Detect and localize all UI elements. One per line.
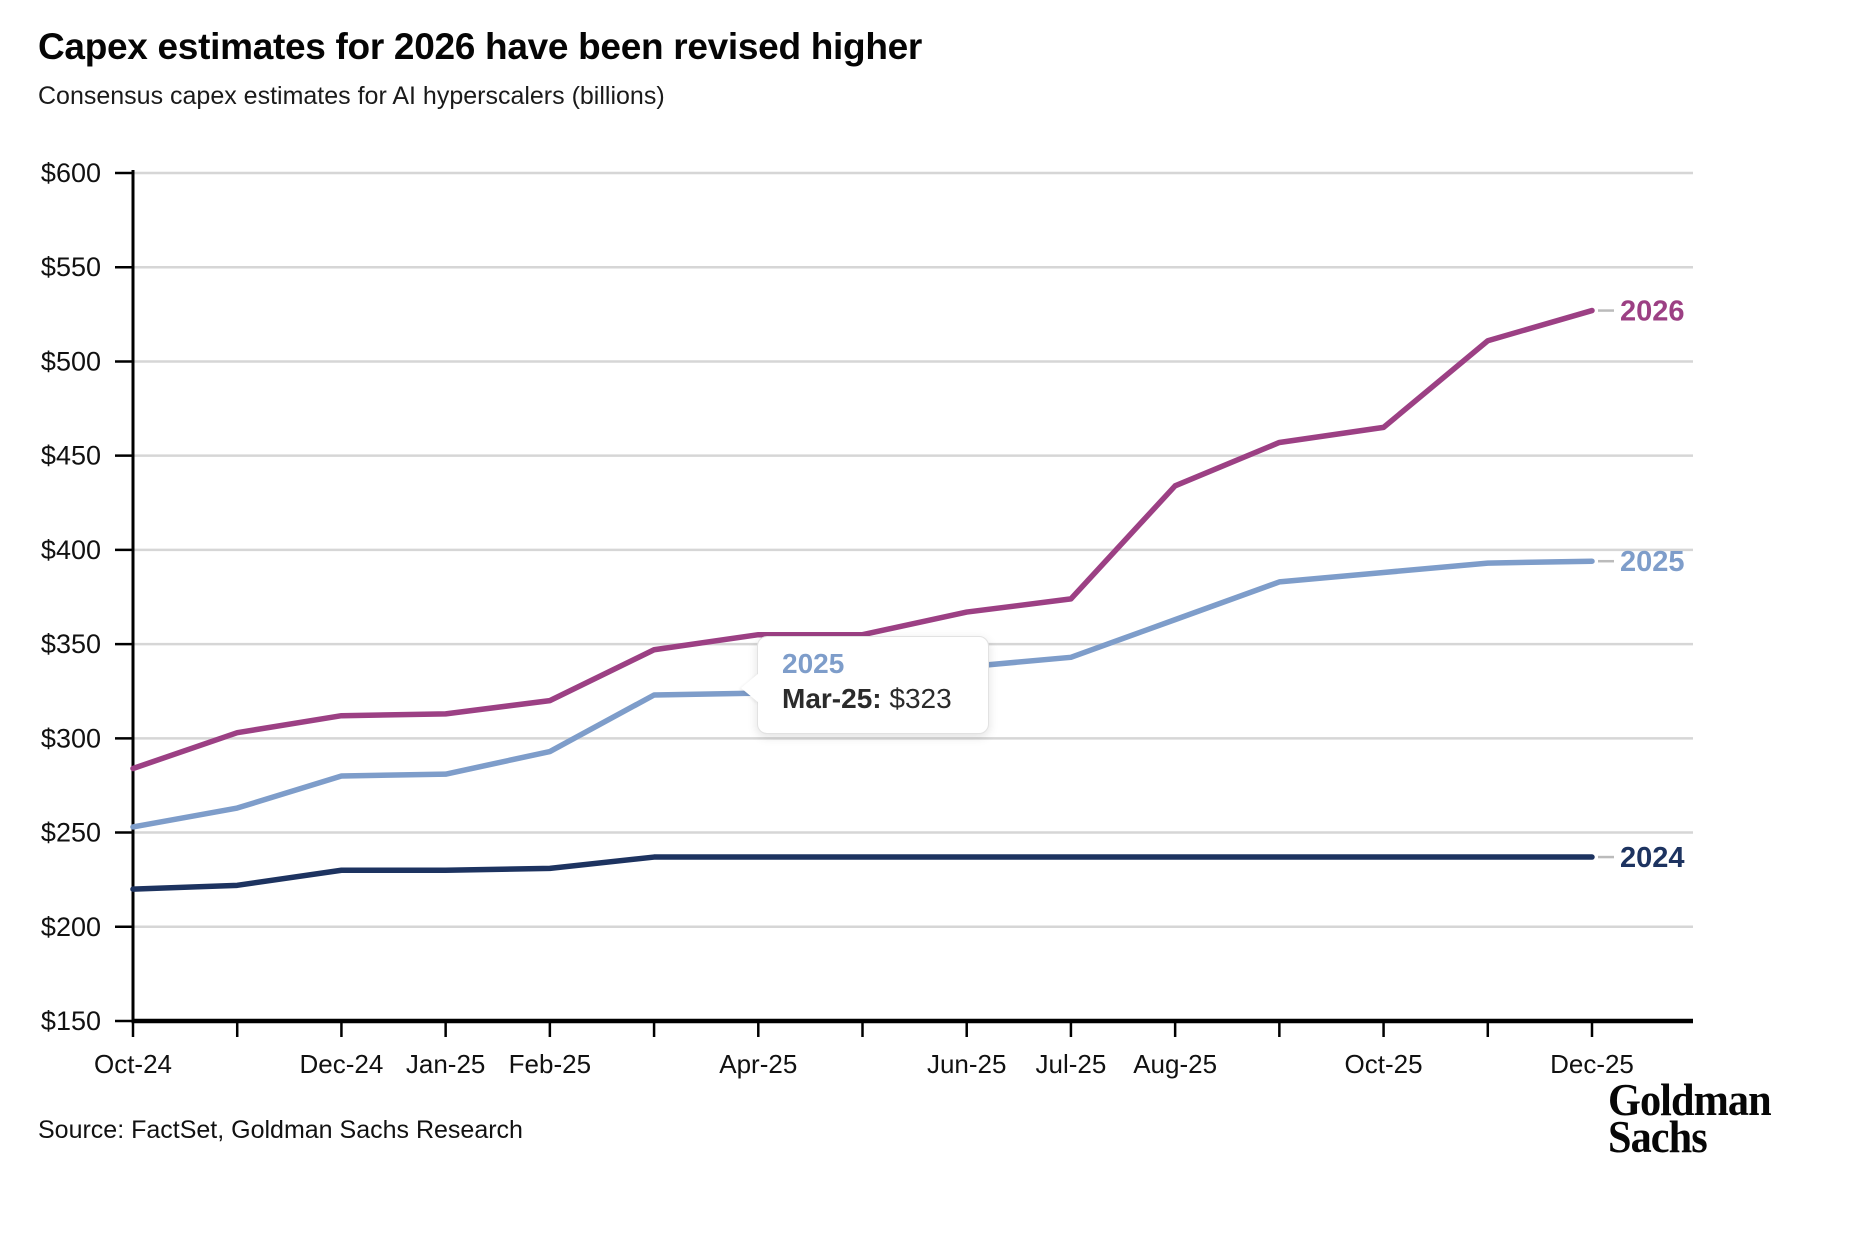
y-tick-label: $200 bbox=[41, 912, 101, 942]
chart-subtitle: Consensus capex estimates for AI hypersc… bbox=[38, 82, 665, 110]
series-end-label-2026: 2026 bbox=[1620, 296, 1685, 328]
goldman-sachs-logo: Goldman Sachs bbox=[1608, 1075, 1772, 1162]
tooltip-value: $323 bbox=[889, 682, 952, 714]
y-tick-label: $600 bbox=[41, 158, 101, 188]
series-line-2024[interactable] bbox=[130, 854, 1595, 892]
tooltip-date-label: Mar-25: bbox=[782, 682, 882, 714]
x-tick-label: Aug-25 bbox=[1133, 1049, 1217, 1079]
y-tick-label: $500 bbox=[41, 346, 101, 376]
series-end-label-2025: 2025 bbox=[1620, 546, 1685, 578]
chart-title: Capex estimates for 2026 have been revis… bbox=[38, 26, 922, 67]
x-tick-label: Jul-25 bbox=[1036, 1049, 1107, 1079]
x-tick-label: Dec-24 bbox=[300, 1049, 384, 1079]
x-tick-label: Dec-25 bbox=[1550, 1049, 1634, 1079]
y-tick-label: $150 bbox=[41, 1006, 101, 1036]
x-tick-label: Feb-25 bbox=[509, 1049, 591, 1079]
x-tick-label: Apr-25 bbox=[719, 1049, 797, 1079]
y-tick-label: $350 bbox=[41, 629, 101, 659]
logo-line-1: Goldman bbox=[1608, 1075, 1772, 1125]
y-tick-label: $250 bbox=[41, 818, 101, 848]
y-tick-label: $300 bbox=[41, 723, 101, 753]
tooltip-caret-icon bbox=[741, 673, 759, 703]
y-tick-label: $450 bbox=[41, 441, 101, 471]
x-tick-label: Jan-25 bbox=[406, 1049, 486, 1079]
x-tick-label: Jun-25 bbox=[927, 1049, 1007, 1079]
x-tick-label: Oct-24 bbox=[94, 1049, 172, 1079]
y-tick-label: $400 bbox=[41, 535, 101, 565]
tooltip-series-name: 2025 bbox=[782, 648, 845, 679]
series-line-2026[interactable] bbox=[130, 307, 1595, 772]
logo-line-2: Sachs bbox=[1608, 1111, 1708, 1162]
tooltip-value-row: Mar-25: $323 bbox=[782, 681, 988, 716]
tooltip: 2025 Mar-25: $323 bbox=[741, 636, 989, 734]
x-tick-label: Oct-25 bbox=[1345, 1049, 1423, 1079]
source-note: Source: FactSet, Goldman Sachs Research bbox=[38, 1116, 523, 1144]
y-tick-label: $550 bbox=[41, 252, 101, 282]
series-end-label-2024: 2024 bbox=[1620, 842, 1685, 874]
